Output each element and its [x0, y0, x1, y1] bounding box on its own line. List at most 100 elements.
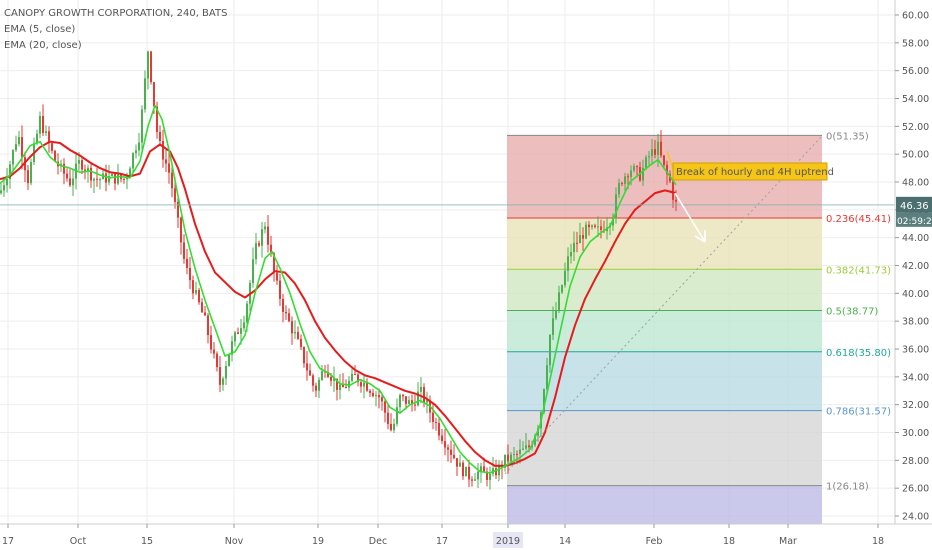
time-tick-label: 18 [872, 536, 884, 547]
trend-line[interactable] [497, 135, 823, 482]
candle-body [495, 468, 497, 476]
candle-body [633, 166, 635, 171]
chart-legend: CANOPY GROWTH CORPORATION, 240, BATS EMA… [4, 6, 227, 54]
candle-body [294, 331, 296, 334]
candle-body [213, 349, 215, 354]
candle-body [489, 473, 491, 480]
candle-body [462, 462, 464, 477]
candle-body [204, 312, 206, 316]
candle-body [132, 153, 134, 169]
candle-body [225, 366, 227, 379]
drawing-overlays[interactable]: Break of hourly and 4H uptrend [0, 135, 895, 482]
candle-body [285, 311, 287, 314]
candle-body [660, 141, 662, 156]
candle-body [30, 162, 32, 184]
price-tick-label: 42.00 [902, 261, 929, 272]
candle-body [171, 172, 173, 189]
candle-body [129, 168, 131, 177]
candle-body [3, 185, 5, 191]
price-tick-label: 44.00 [902, 233, 929, 244]
candle-body [396, 407, 398, 424]
candle-body [183, 242, 185, 259]
candle-body [675, 199, 677, 202]
price-tick-label: 30.00 [902, 428, 929, 439]
candle-body [243, 322, 245, 329]
candle-body [438, 423, 440, 436]
candle-body [69, 178, 71, 186]
candle-body [123, 178, 125, 180]
candle-body [663, 155, 665, 165]
candle-body [456, 458, 458, 467]
arrow-head [694, 230, 706, 243]
candle-body [186, 258, 188, 268]
candle-body [618, 183, 620, 195]
candle-body [555, 310, 557, 319]
annotation-callout[interactable]: Break of hourly and 4H uptrend [666, 151, 834, 181]
candle-body [54, 150, 56, 162]
fib-level-label: 0.618(35.80) [826, 348, 891, 359]
fib-level-label: 0.236(45.41) [826, 214, 891, 225]
candle-body [42, 115, 44, 133]
candle-body [519, 449, 521, 455]
candle-body [105, 173, 107, 183]
price-tick-label: 50.00 [902, 150, 929, 161]
candle-body [561, 285, 563, 293]
candle-body [486, 471, 488, 480]
down-arrow-icon [674, 192, 706, 243]
candle-body [402, 394, 404, 397]
candle-body [282, 298, 284, 312]
candle-body [621, 183, 623, 185]
candle-body [666, 164, 668, 175]
candle-body [147, 51, 149, 79]
time-tick-label: 18 [723, 536, 735, 547]
fib-level-label: 0.5(38.77) [826, 306, 878, 317]
annotation-text: Break of hourly and 4H uptrend [676, 167, 834, 178]
candle-body [552, 318, 554, 335]
candle-body [414, 404, 416, 406]
candle-body [567, 256, 569, 271]
candle-body [510, 454, 512, 462]
candle-body [93, 178, 95, 181]
candle-body [480, 466, 482, 472]
candle-body [423, 387, 425, 403]
candle-body [288, 313, 290, 322]
time-tick-label: Mar [779, 536, 797, 547]
candle-body [87, 167, 89, 171]
candle-body [45, 131, 47, 133]
candle-body [453, 454, 455, 459]
candle-body [504, 454, 506, 468]
ema-fast-legend: EMA (5, close) [4, 24, 76, 35]
fibonacci-retracement[interactable]: 0(51.35) 0.236(45.41) 0.382(41.73) 0.5(38.7… [507, 131, 891, 524]
candle-body [360, 382, 362, 387]
annotation-box[interactable] [672, 162, 828, 181]
candle-body [405, 396, 407, 404]
bar-countdown: 02:59:23 [897, 217, 932, 227]
candle-body [336, 378, 338, 390]
candle-body [369, 390, 371, 393]
candle-body [66, 173, 68, 179]
fib-level-label: 0(51.35) [826, 131, 869, 142]
ema20-line [0, 140, 677, 467]
candle-body [144, 78, 146, 110]
candle-body [528, 445, 530, 448]
candle-body [645, 157, 647, 168]
time-tick-label: 15 [141, 536, 153, 547]
fib-level-label: 0.382(41.73) [826, 265, 891, 276]
candle-body [393, 423, 395, 431]
ema5-line [0, 104, 677, 474]
candle-body [6, 178, 8, 186]
candle-body [156, 106, 158, 132]
candle-body [27, 170, 29, 184]
candle-body [333, 378, 335, 381]
candle-body [300, 338, 302, 347]
candle-body [312, 375, 314, 386]
candle-body [198, 289, 200, 303]
candle-body [654, 149, 656, 155]
price-tick-label: 36.00 [902, 345, 929, 356]
candle-body [252, 259, 254, 283]
candle-body [339, 384, 341, 390]
candle-body [627, 176, 629, 178]
countdown-badge [896, 212, 932, 227]
candle-body [615, 194, 617, 218]
